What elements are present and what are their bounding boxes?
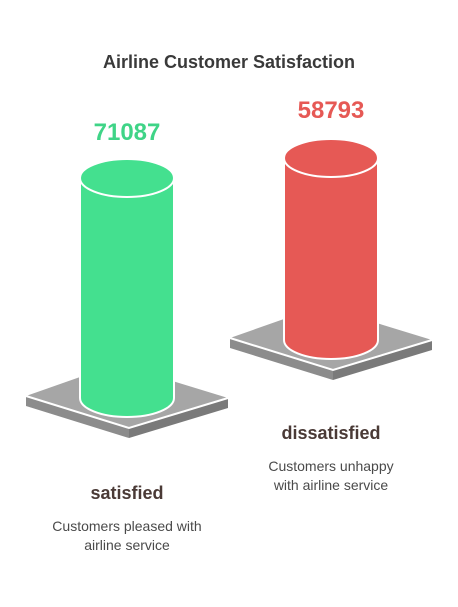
platform-side-left (26, 396, 129, 438)
bar-dissatisfied (283, 157, 379, 360)
platform-side-right (333, 340, 432, 380)
bar-top-satisfied (79, 158, 175, 198)
bar-top-dissatisfied (283, 138, 379, 179)
bar-group-satisfied: 71087 satisfied Customers pleased with airl… (25, 119, 229, 553)
bar-satisfied (79, 177, 175, 418)
category-label-dissatisfied: dissatisfied (281, 423, 380, 443)
description-line: with airline service (273, 477, 389, 493)
platform-side-right (129, 398, 228, 438)
description-line: Customers unhappy (268, 458, 393, 474)
value-label-satisfied: 71087 (94, 119, 161, 146)
bars: 71087 satisfied Customers pleased with airl… (25, 97, 433, 553)
bar-group-dissatisfied: 58793 dissatisfied Customers unhappy with a… (229, 97, 433, 493)
platform-edge (229, 337, 433, 372)
category-label-satisfied: satisfied (90, 483, 163, 503)
description-line: Customers pleased with (52, 518, 201, 534)
value-label-dissatisfied: 58793 (298, 97, 365, 124)
platform-edge (25, 395, 229, 430)
description-line: airline service (84, 537, 170, 553)
chart-title: Airline Customer Satisfaction (103, 52, 355, 72)
platform-side-left (230, 338, 333, 380)
